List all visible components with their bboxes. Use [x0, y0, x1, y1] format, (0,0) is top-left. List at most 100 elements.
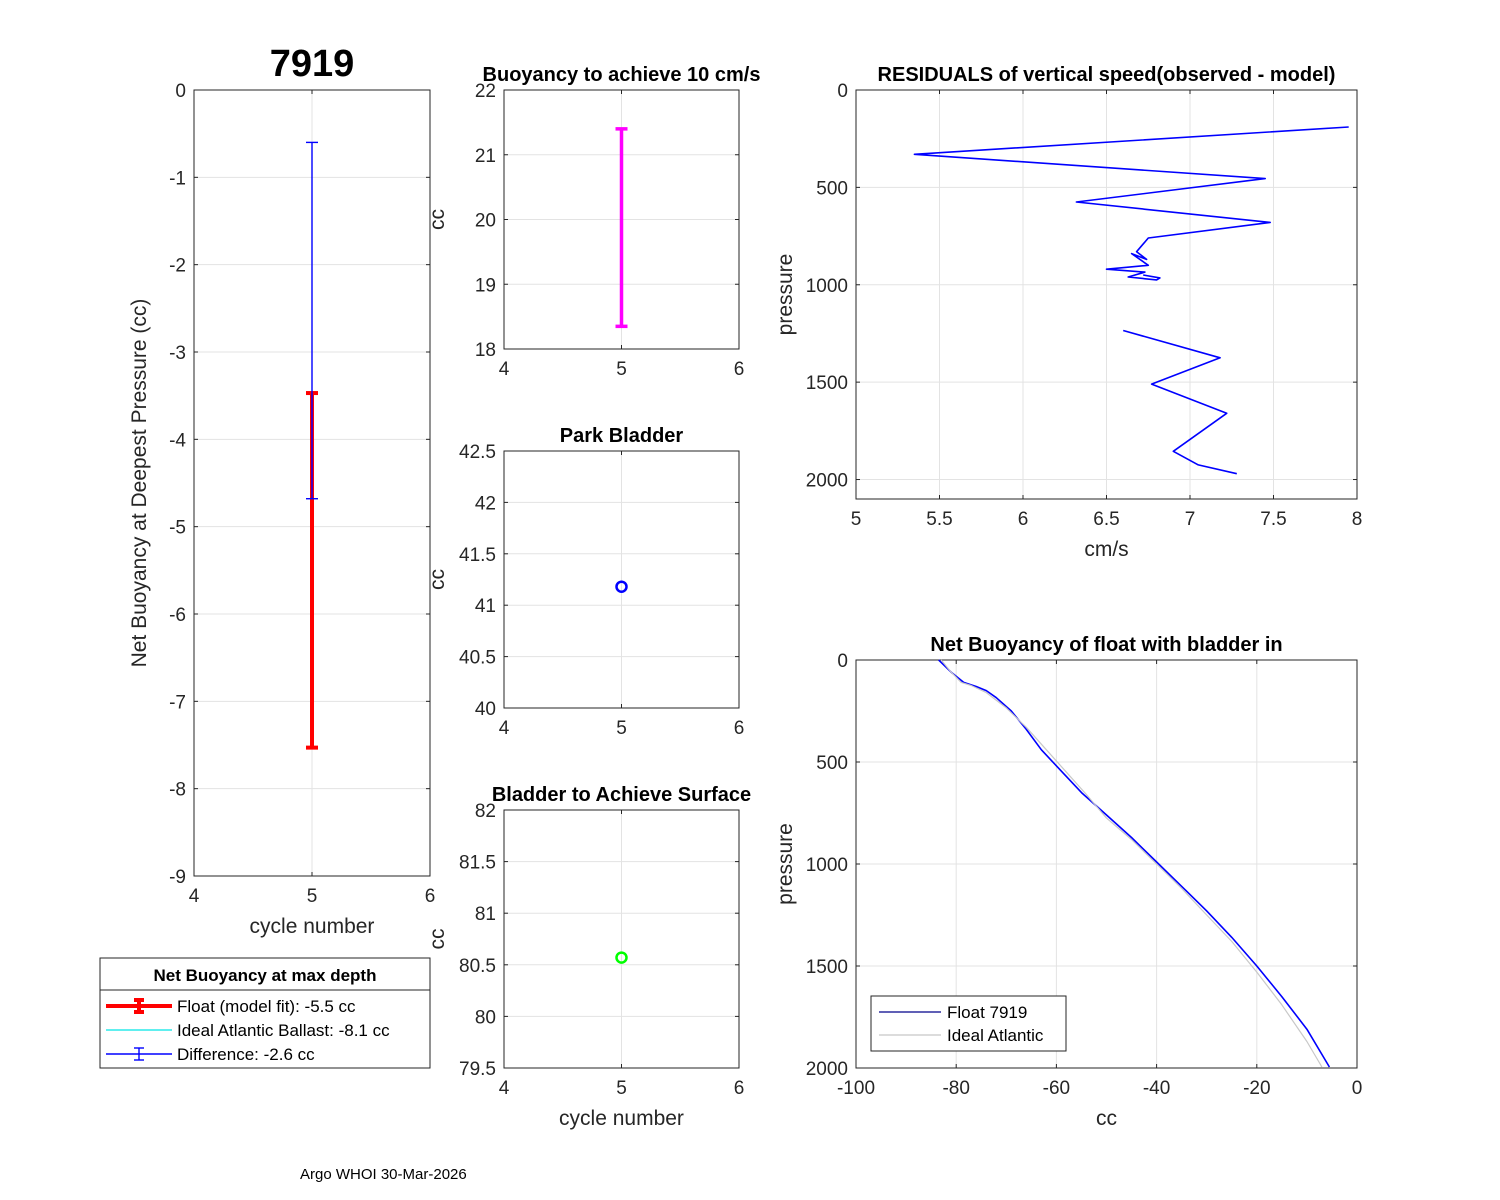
y-axis-label: cc: [426, 569, 449, 590]
legend-title: Net Buoyancy at max depth: [154, 966, 377, 985]
x-tick-label: 6: [734, 359, 745, 380]
chart-p5: 5 5.5 6 6.5 7 7.5 8 0 500 1000 1500 2000 RESIDUALS o…: [774, 64, 1362, 561]
x-tick-label: 6.5: [1093, 509, 1119, 530]
y-tick-label: -5: [169, 518, 186, 539]
y-tick-label: 81.5: [459, 853, 496, 874]
y-tick-label: 40: [475, 699, 496, 720]
y-tick-label: 1500: [806, 957, 848, 978]
x-tick-label: 5: [616, 1078, 627, 1099]
y-tick-label: 41.5: [459, 545, 496, 566]
x-tick-label: 5.5: [926, 509, 952, 530]
x-tick-label: 5: [851, 509, 862, 530]
y-tick-label: -6: [169, 605, 186, 626]
y-tick-label: 22: [475, 81, 496, 102]
chart-title: Bladder to Achieve Surface: [492, 784, 751, 806]
chart-title: RESIDUALS of vertical speed(observed - m…: [878, 64, 1336, 86]
legend-entry-label: Ideal Atlantic: [947, 1026, 1044, 1045]
legend-net-buoyancy: Net Buoyancy at max depth Float (model fi…: [99, 957, 431, 1069]
x-tick-label: 7.5: [1260, 509, 1286, 530]
residual-lower-line: [1122, 329, 1237, 475]
y-axis-label: pressure: [774, 823, 797, 905]
legend-box: [870, 995, 1067, 1052]
x-tick-label: 7: [1185, 509, 1196, 530]
chart-title: Park Bladder: [560, 425, 684, 447]
x-tick-label: 6: [734, 1078, 745, 1099]
chart-p1: 4 5 6 0 -1 -2 -3 -4 -5 -6 -7 -8 -9 7919 cycle number Ne…: [128, 43, 435, 938]
chart-title: Net Buoyancy of float with bladder in: [930, 634, 1282, 656]
legend-entry-label: Float 7919: [947, 1003, 1027, 1022]
legend-entry-label: Float (model fit): -5.5 cc: [177, 997, 356, 1016]
y-tick-label: -3: [169, 343, 186, 364]
y-tick-label: 82: [475, 801, 496, 822]
data-point: [615, 951, 628, 964]
x-tick-label: -100: [837, 1078, 875, 1099]
x-tick-label: 6: [1018, 509, 1029, 530]
legend-entry-label: Difference: -2.6 cc: [177, 1045, 315, 1064]
y-tick-label: 79.5: [459, 1059, 496, 1080]
y-tick-label: 18: [475, 340, 496, 361]
y-tick-label: 81: [475, 904, 496, 925]
x-tick-label: 6: [425, 886, 436, 907]
y-tick-label: 80: [475, 1007, 496, 1028]
y-tick-label: 1000: [806, 855, 848, 876]
x-tick-label: -80: [942, 1078, 969, 1099]
y-tick-label: 1500: [806, 373, 848, 394]
data-point: [615, 580, 628, 593]
x-tick-label: -60: [1043, 1078, 1070, 1099]
axes-frame: [503, 809, 740, 1069]
y-tick-label: 42.5: [459, 442, 496, 463]
legend-float-ideal: Float 7919 Ideal Atlantic: [870, 995, 1067, 1052]
x-axis-label: cc: [1096, 1107, 1117, 1130]
y-tick-label: 2000: [806, 471, 848, 492]
x-tick-label: 5: [307, 886, 318, 907]
y-tick-label: 2000: [806, 1059, 848, 1080]
chart-p3: 4 5 6 40 40.5 41 41.5 42 42.5 Park Bladder cc: [426, 425, 744, 739]
axes-frame: [503, 450, 740, 709]
y-tick-label: -9: [169, 867, 186, 888]
y-tick-label: -4: [169, 430, 186, 451]
y-axis-label: pressure: [774, 254, 797, 336]
x-tick-label: -40: [1143, 1078, 1170, 1099]
x-tick-label: 0: [1352, 1078, 1363, 1099]
y-tick-label: 500: [816, 753, 848, 774]
x-tick-label: 5: [616, 359, 627, 380]
chart-p6: -100 -80 -60 -40 -20 0 0 500 1000 1500 2000 Net Buo…: [774, 634, 1362, 1130]
y-tick-label: 80.5: [459, 956, 496, 977]
x-tick-label: 6: [734, 718, 745, 739]
y-tick-label: 40.5: [459, 648, 496, 669]
footer-credit: Argo WHOI 30-Mar-2026: [300, 1166, 467, 1183]
axes-frame: [855, 659, 1358, 1069]
y-tick-label: -2: [169, 256, 186, 277]
residual-upper-line: [913, 126, 1349, 281]
y-axis-label: cc: [426, 929, 449, 950]
y-tick-label: 0: [837, 651, 848, 672]
x-tick-label: 4: [189, 886, 200, 907]
y-tick-label: 500: [816, 178, 848, 199]
x-tick-label: 5: [616, 718, 627, 739]
x-axis-label: cycle number: [250, 915, 375, 938]
y-tick-label: 1000: [806, 276, 848, 297]
y-tick-label: -7: [169, 692, 186, 713]
y-tick-label: 0: [175, 81, 186, 102]
ideal-atlantic-line: [940, 659, 1323, 1068]
legend-entry-label: Ideal Atlantic Ballast: -8.1 cc: [177, 1021, 390, 1040]
chart-title: 7919: [270, 43, 355, 85]
axes-frame: [855, 89, 1358, 500]
axes-frame: [193, 89, 431, 877]
y-tick-label: 20: [475, 211, 496, 232]
y-tick-label: 19: [475, 275, 496, 296]
y-tick-label: 41: [475, 596, 496, 617]
y-tick-label: 0: [837, 81, 848, 102]
x-tick-label: 4: [499, 359, 510, 380]
x-axis-label: cycle number: [559, 1107, 684, 1130]
float-7919-line: [938, 659, 1331, 1068]
y-tick-label: -1: [169, 168, 186, 189]
x-tick-label: -20: [1243, 1078, 1270, 1099]
y-tick-label: 42: [475, 493, 496, 514]
x-axis-label: cm/s: [1084, 538, 1128, 561]
y-tick-label: 21: [475, 146, 496, 167]
y-axis-label: cc: [426, 209, 449, 230]
y-tick-label: -8: [169, 780, 186, 801]
